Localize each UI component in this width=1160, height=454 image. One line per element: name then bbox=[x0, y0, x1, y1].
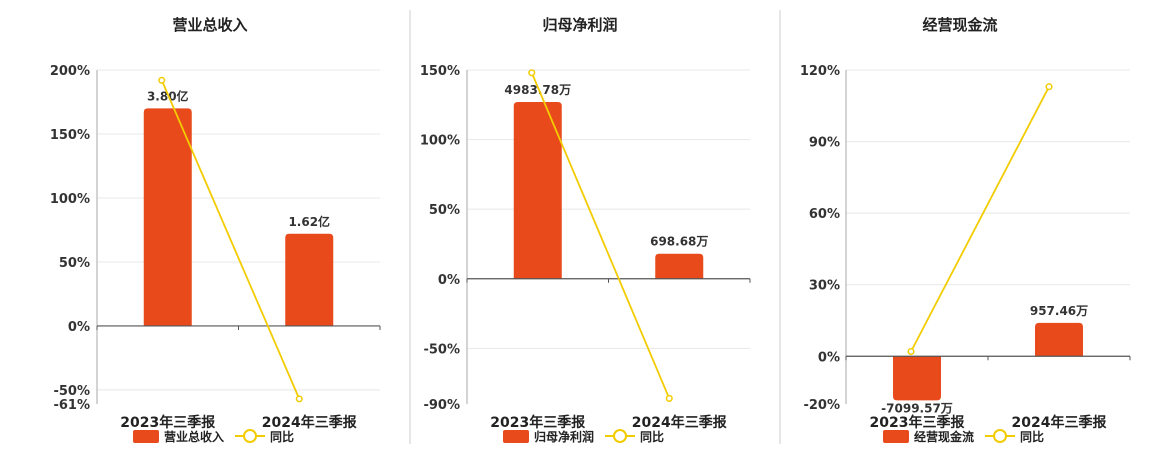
y-tick-label: 100% bbox=[50, 192, 90, 207]
bar bbox=[513, 102, 562, 279]
yoy-point bbox=[665, 394, 673, 402]
y-tick-label: 0% bbox=[818, 350, 840, 365]
y-tick-label: 90% bbox=[809, 136, 840, 151]
y-tick-label: -61% bbox=[53, 398, 90, 413]
bar-value-label: 1.62亿 bbox=[288, 214, 330, 229]
legend-label: 经营现金流 bbox=[914, 429, 974, 444]
bar-value-label: 698.68万 bbox=[650, 235, 708, 249]
legend-swatch-bar bbox=[503, 430, 529, 443]
y-tick-label: 50% bbox=[59, 256, 90, 271]
y-tick-label: 30% bbox=[809, 279, 840, 294]
bar-value-label: -7099.57万 bbox=[881, 401, 953, 415]
yoy-point bbox=[528, 69, 536, 77]
bar bbox=[893, 356, 941, 401]
bar bbox=[1035, 322, 1083, 357]
x-tick-label: 2023年三季报 bbox=[120, 414, 215, 431]
chart-panel-1: 营业总收入200%150%100%50%0%-50%-61%3.80亿1.62亿… bbox=[50, 16, 381, 444]
x-tick-label: 2024年三季报 bbox=[262, 414, 357, 431]
legend-swatch-bar bbox=[133, 430, 159, 443]
yoy-point bbox=[158, 76, 166, 84]
chart-title: 营业总收入 bbox=[172, 16, 247, 34]
y-tick-label: -90% bbox=[423, 398, 460, 413]
legend-label: 同比 bbox=[270, 429, 294, 444]
y-tick-label: 60% bbox=[809, 207, 840, 222]
yoy-point bbox=[907, 347, 915, 356]
y-tick-label: 120% bbox=[800, 64, 840, 79]
x-tick-label: 2024年三季报 bbox=[632, 414, 727, 431]
y-tick-label: 0% bbox=[68, 320, 90, 335]
yoy-line bbox=[910, 86, 1050, 352]
legend-label: 归母净利润 bbox=[534, 429, 594, 444]
legend-swatch-bar bbox=[883, 430, 909, 443]
bar bbox=[143, 108, 192, 326]
y-tick-label: -50% bbox=[53, 384, 90, 399]
yoy-line bbox=[530, 72, 671, 399]
legend-label: 同比 bbox=[640, 429, 664, 444]
y-tick-label: 200% bbox=[50, 64, 90, 79]
legend-label: 同比 bbox=[1020, 429, 1044, 444]
yoy-point bbox=[1045, 83, 1053, 91]
yoy-point bbox=[295, 395, 303, 403]
chart-panel-3: 经营现金流 120% 90% 60% 30% 0% -20% -7099.57万 957.46万… bbox=[800, 16, 1131, 444]
legend-swatch-marker bbox=[993, 429, 1007, 443]
yoy-line bbox=[160, 79, 301, 400]
y-tick-label: 150% bbox=[420, 64, 460, 79]
x-tick-label: 2024年三季报 bbox=[1012, 414, 1107, 431]
x-tick-label: 2023年三季报 bbox=[870, 414, 965, 431]
bar-value-label: 957.46万 bbox=[1030, 304, 1088, 318]
y-tick-label: 150% bbox=[50, 128, 90, 143]
chart-panel-2: 归母净利润 150% 100% 50% 0% -50% -90% 4983.78万 698.68… bbox=[420, 16, 751, 444]
legend-swatch-marker bbox=[613, 429, 627, 443]
bar bbox=[285, 233, 334, 326]
y-tick-label: -20% bbox=[803, 398, 840, 413]
y-tick-label: 0% bbox=[438, 273, 460, 288]
chart-title: 归母净利润 bbox=[542, 16, 617, 34]
x-tick-label: 2023年三季报 bbox=[490, 414, 585, 431]
legend-swatch-marker bbox=[243, 429, 257, 443]
bar bbox=[655, 253, 704, 279]
y-tick-label: 100% bbox=[420, 134, 460, 149]
bar-value-label: 4983.78万 bbox=[504, 83, 571, 97]
chart-title: 经营现金流 bbox=[922, 16, 997, 34]
legend-label: 营业总收入 bbox=[164, 429, 224, 444]
y-tick-label: -50% bbox=[423, 342, 460, 357]
y-tick-label: 50% bbox=[429, 203, 460, 218]
